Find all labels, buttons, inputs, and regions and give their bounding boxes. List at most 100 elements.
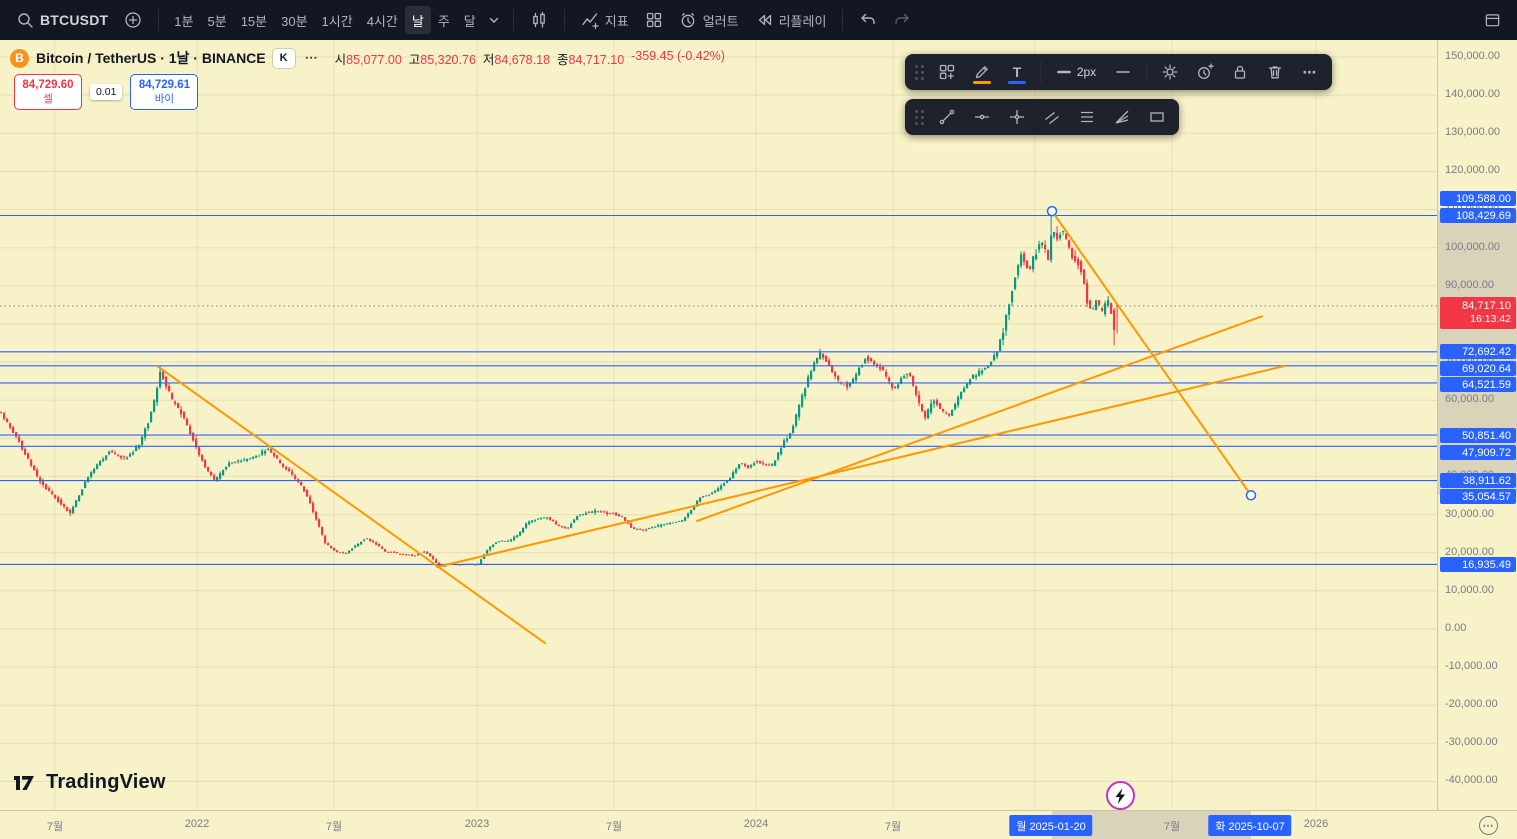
line-width-button[interactable]: 2px xyxy=(1047,56,1105,88)
price-tick: 140,000.00 xyxy=(1445,88,1501,100)
top-toolbar: BTCUSDT 1분 5분 15분 30분 1시간 4시간 날 주 달 지표 얼러트 리플레이 xyxy=(0,0,1517,40)
legend-more-button[interactable]: ⋯ xyxy=(302,50,322,66)
interval-button-주[interactable]: 주 xyxy=(431,6,457,34)
symbol-title[interactable]: Bitcoin / TetherUS · 1날 · BINANCE xyxy=(36,50,266,66)
fib-retracement-icon xyxy=(1081,111,1093,123)
fib-fan-icon xyxy=(1115,110,1129,124)
ellipsis-icon: ⋯ xyxy=(1302,63,1318,80)
interval-button-4시간[interactable]: 4시간 xyxy=(360,6,405,34)
text-color-button[interactable]: T xyxy=(1000,56,1034,88)
buy-button[interactable]: 84,729.61 바이 xyxy=(130,74,199,110)
drag-handle-icon[interactable] xyxy=(915,64,924,80)
trend-line[interactable] xyxy=(1051,210,1252,497)
trend-line[interactable] xyxy=(436,364,1286,568)
axis-more-button[interactable]: ⋯ xyxy=(1479,816,1498,835)
alert-button[interactable]: 얼러트 xyxy=(671,6,747,34)
chart-style-button[interactable] xyxy=(522,6,556,34)
interval-button-15분[interactable]: 15분 xyxy=(234,6,274,34)
date-anchor-label: 화 2025-10-07 xyxy=(1208,815,1292,836)
high-label: 고 xyxy=(408,52,421,67)
indicators-button[interactable]: 지표 xyxy=(573,6,637,34)
price-axis[interactable]: 150,000.00 140,000.00 130,000.00 120,000.00… xyxy=(1437,40,1517,810)
indicators-icon xyxy=(582,13,599,29)
horizontal-line-tool-button[interactable] xyxy=(965,101,999,133)
sell-button[interactable]: 84,729.60 셀 xyxy=(14,74,82,110)
interval-button-30분[interactable]: 30분 xyxy=(274,6,314,34)
drawing-anchor-handle[interactable] xyxy=(1046,205,1058,217)
alarm-clock-icon xyxy=(681,12,695,28)
redo-button[interactable] xyxy=(885,6,919,34)
interval-button-1시간[interactable]: 1시간 xyxy=(315,6,360,34)
lock-icon xyxy=(1234,65,1246,79)
tradingview-brand[interactable]: TradingView xyxy=(12,771,166,794)
rectangle-tool-button[interactable] xyxy=(1140,101,1174,133)
symbol-search-button[interactable]: BTCUSDT xyxy=(8,6,116,34)
line-style-button[interactable] xyxy=(1106,56,1140,88)
price-tick: 130,000.00 xyxy=(1445,126,1501,138)
add-alert-button[interactable] xyxy=(1188,56,1222,88)
alert-plus-icon xyxy=(1198,63,1214,79)
line-style-icon xyxy=(1116,71,1130,73)
trend-line-tool-button[interactable] xyxy=(930,101,964,133)
interval-button-날[interactable]: 날 xyxy=(404,6,431,34)
template-button[interactable] xyxy=(930,56,964,88)
undo-icon xyxy=(861,13,876,25)
layout-squares-icon xyxy=(939,64,955,80)
close-value: 84,717.10 xyxy=(568,52,625,67)
parallel-channel-icon xyxy=(1045,111,1059,125)
redo-icon xyxy=(895,13,910,25)
price-tick: -20,000.00 xyxy=(1445,698,1498,710)
layout-manage-button[interactable] xyxy=(1476,6,1509,34)
fib-fan-tool-button[interactable] xyxy=(1105,101,1139,133)
cross-line-tool-button[interactable] xyxy=(1000,101,1034,133)
parallel-channel-tool-button[interactable] xyxy=(1035,101,1069,133)
time-axis[interactable]: ⋯ 7월 2022 7월 2023 7월 2024 7월 7월 2026 월 2025-01-20… xyxy=(0,810,1517,839)
price-level-label: 72,692.42 xyxy=(1440,344,1516,359)
toolbar-separator xyxy=(1040,61,1041,83)
chart-canvas[interactable] xyxy=(0,40,1437,810)
trade-panel: 84,729.60 셀 0.01 84,729.61 바이 xyxy=(14,74,199,110)
line-weight-icon xyxy=(1057,70,1071,74)
undo-button[interactable] xyxy=(851,6,885,34)
more-options-button[interactable]: ⋯ xyxy=(1293,56,1327,88)
interval-button-달[interactable]: 달 xyxy=(457,6,483,34)
fib-retracement-tool-button[interactable] xyxy=(1070,101,1104,133)
sell-price: 84,729.60 xyxy=(22,78,74,91)
bitcoin-icon: B xyxy=(10,48,29,68)
lock-button[interactable] xyxy=(1223,56,1257,88)
time-tick: 7월 xyxy=(1163,821,1181,833)
open-label: 시 xyxy=(334,52,347,67)
layout-grid-button[interactable] xyxy=(637,6,671,34)
grid-vertical xyxy=(54,40,1317,810)
price-tick: -40,000.00 xyxy=(1445,774,1498,786)
interval-button-1분[interactable]: 1분 xyxy=(167,6,200,34)
trend-line[interactable] xyxy=(696,315,1263,522)
candle-wicks-up xyxy=(72,211,1109,568)
interval-dropdown-button[interactable] xyxy=(483,6,505,34)
drawing-anchor-handle[interactable] xyxy=(1245,490,1257,501)
symbol-name: BTCUSDT xyxy=(40,12,109,28)
price-tick: -30,000.00 xyxy=(1445,736,1498,748)
price-level-label: 69,020.64 xyxy=(1440,361,1516,376)
gear-icon xyxy=(1162,64,1178,80)
price-tick: 10,000.00 xyxy=(1445,584,1494,596)
delete-button[interactable] xyxy=(1258,56,1292,88)
add-symbol-button[interactable] xyxy=(116,6,150,34)
price-level-label: 35,054.57 xyxy=(1440,489,1516,504)
interval-button-5분[interactable]: 5분 xyxy=(201,6,234,34)
date-anchor-label: 월 2025-01-20 xyxy=(1009,815,1093,836)
broker-logo[interactable]: K xyxy=(272,48,295,68)
ohlc-values: 시85,077.00 고85,320.76 저84,678.18 종84,717… xyxy=(335,49,725,68)
price-tick: 20,000.00 xyxy=(1445,546,1494,558)
close-label: 종 xyxy=(557,52,569,67)
trend-line[interactable] xyxy=(157,365,546,645)
drag-handle-icon[interactable] xyxy=(915,109,924,125)
quick-action-button[interactable] xyxy=(1106,781,1135,810)
price-tick: -10,000.00 xyxy=(1445,660,1498,672)
current-price-value: 84,717.10 xyxy=(1462,300,1511,312)
replay-button[interactable]: 리플레이 xyxy=(747,6,835,34)
draw-color-button[interactable] xyxy=(965,56,999,88)
open-value: 85,077.00 xyxy=(346,52,402,67)
settings-button[interactable] xyxy=(1153,56,1187,88)
lightning-icon xyxy=(1115,787,1125,804)
